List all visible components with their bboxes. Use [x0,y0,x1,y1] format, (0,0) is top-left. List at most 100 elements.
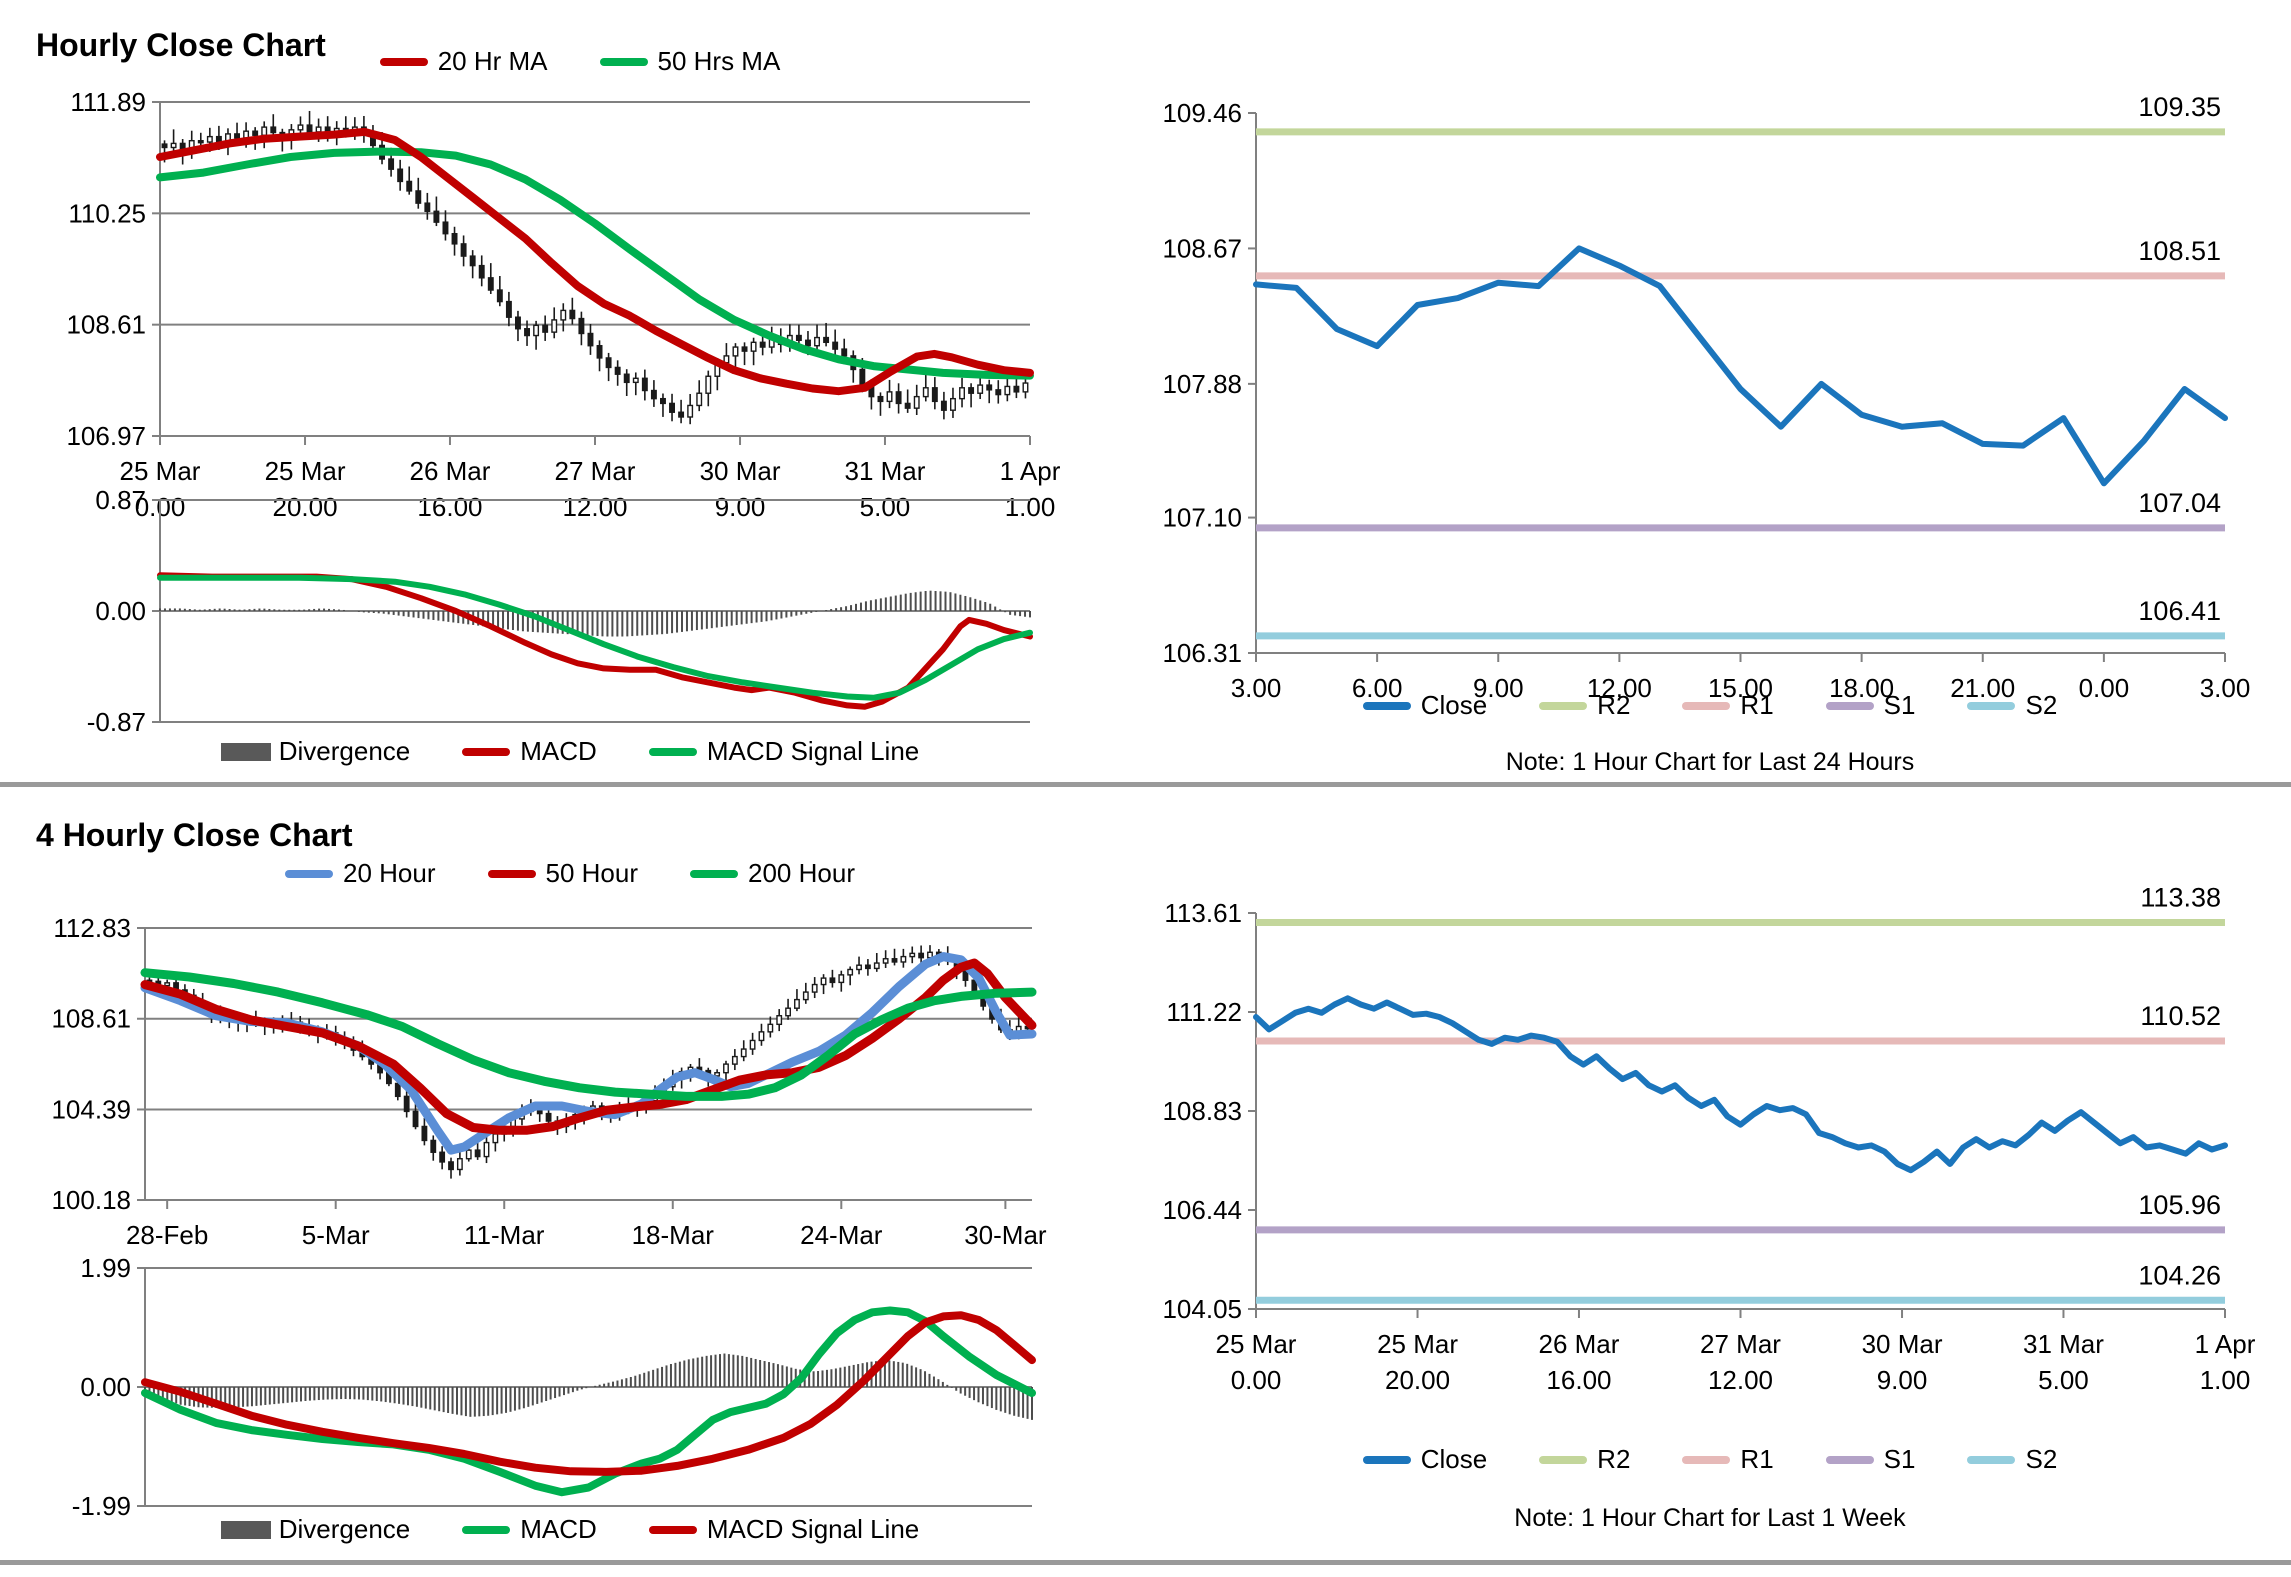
svg-text:31 Mar: 31 Mar [2023,1329,2104,1359]
svg-text:1 Apr: 1 Apr [1000,456,1061,486]
svg-text:16.00: 16.00 [417,492,482,522]
legend-label: Close [1420,1444,1488,1474]
legend-item-s1: S1 [1825,1444,1916,1475]
legend-swatch-icon [648,1525,697,1534]
legend-swatch-icon [1682,1455,1731,1464]
svg-text:30 Mar: 30 Mar [1862,1329,1943,1359]
svg-text:111.89: 111.89 [70,87,146,117]
legend-item-r1: R1 [1682,1444,1774,1475]
svg-text:6.00: 6.00 [1352,673,1403,703]
svg-text:1.00: 1.00 [2200,1365,2251,1395]
svg-text:20.00: 20.00 [1385,1365,1450,1395]
legend-item-close: Close [1362,1444,1488,1475]
legend-label: S1 [1883,690,1916,720]
svg-text:18.00: 18.00 [1829,673,1894,703]
svg-text:107.10: 107.10 [1162,503,1242,533]
fourhourly-pivot-note: Note: 1 Hour Chart for Last 1 Week [1514,1504,1906,1532]
svg-text:21.00: 21.00 [1950,673,2015,703]
svg-text:0.87: 0.87 [95,485,146,515]
svg-text:9.00: 9.00 [1473,673,1524,703]
svg-text:25 Mar: 25 Mar [265,456,346,486]
svg-text:3.00: 3.00 [2200,673,2251,703]
hourly-pivot-legend: Close R2 R1 S1 S2 [1330,690,2090,721]
svg-text:108.51: 108.51 [2138,236,2221,266]
svg-text:0.00: 0.00 [95,596,146,626]
svg-text:25 Mar: 25 Mar [1377,1329,1458,1359]
svg-text:110.52: 110.52 [2140,1001,2221,1031]
svg-text:26 Mar: 26 Mar [1539,1329,1620,1359]
fourhourly-macd-legend: Divergence MACD MACD Signal Line [90,1514,1050,1545]
svg-text:30-Mar: 30-Mar [964,1220,1047,1250]
svg-text:30 Mar: 30 Mar [700,456,781,486]
svg-text:107.04: 107.04 [2138,488,2221,518]
svg-text:100.18: 100.18 [51,1185,131,1215]
svg-text:108.83: 108.83 [1162,1096,1242,1126]
svg-text:106.97: 106.97 [66,421,146,451]
legend-swatch-icon [462,747,511,756]
svg-text:3.00: 3.00 [1231,673,1282,703]
legend-item-50-hrs-ma: 50 Hrs MA [599,46,780,77]
svg-text:104.26: 104.26 [2138,1260,2221,1290]
svg-text:1 Apr: 1 Apr [2195,1329,2256,1359]
legend-swatch-icon [220,1520,271,1539]
svg-text:16.00: 16.00 [1546,1365,1611,1395]
svg-text:18-Mar: 18-Mar [632,1220,715,1250]
legend-swatch-icon [1825,701,1874,710]
legend-swatch-icon [1825,1455,1874,1464]
svg-text:15.00: 15.00 [1708,673,1773,703]
svg-text:-0.87: -0.87 [87,707,146,737]
svg-text:106.31: 106.31 [1162,638,1242,668]
legend-label: R1 [1740,1444,1774,1474]
svg-text:0.00: 0.00 [2079,673,2130,703]
svg-text:5-Mar: 5-Mar [302,1220,370,1250]
legend-label: 20 Hr MA [437,46,548,76]
svg-text:31 Mar: 31 Mar [845,456,926,486]
legend-swatch-icon [1362,701,1411,710]
legend-swatch-icon [1539,701,1588,710]
legend-item-50-hour: 50 Hour [487,858,638,889]
legend-item-macd: MACD [462,1514,597,1545]
svg-text:104.39: 104.39 [51,1094,131,1124]
legend-swatch-icon [379,57,428,66]
svg-text:11-Mar: 11-Mar [464,1220,545,1250]
legend-label: R2 [1597,690,1631,720]
legend-swatch-icon [220,742,271,761]
fourhourly-pivot-legend: Close R2 R1 S1 S2 [1330,1444,2090,1475]
svg-text:1.99: 1.99 [80,1253,131,1283]
fourhourly-macd-chart: 1.99 0.00 -1.99 [72,1253,1036,1521]
svg-text:5.00: 5.00 [860,492,911,522]
svg-text:9.00: 9.00 [715,492,766,522]
legend-label: S1 [1883,1444,1916,1474]
svg-text:110.25: 110.25 [68,198,146,228]
svg-text:26 Mar: 26 Mar [410,456,491,486]
legend-label: MACD [520,1514,597,1544]
legend-item-divergence: Divergence [220,736,411,767]
svg-text:27 Mar: 27 Mar [1700,1329,1781,1359]
svg-text:112.83: 112.83 [53,913,131,943]
svg-text:107.88: 107.88 [1162,369,1242,399]
legend-label: R2 [1597,1444,1631,1474]
legend-item-20-hour: 20 Hour [285,858,436,889]
hourly-chart-title: Hourly Close Chart [36,27,326,64]
hourly-macd-legend: Divergence MACD MACD Signal Line [90,736,1050,767]
svg-text:-1.99: -1.99 [72,1491,131,1521]
legend-label: Close [1420,690,1488,720]
svg-text:25 Mar: 25 Mar [1216,1329,1297,1359]
legend-item-200-hour: 200 Hour [690,858,855,889]
legend-swatch-icon [1967,1455,2016,1464]
svg-text:9.00: 9.00 [1877,1365,1928,1395]
section-divider [0,782,2291,787]
svg-text:108.67: 108.67 [1162,233,1242,263]
svg-text:25 Mar: 25 Mar [120,456,201,486]
svg-text:111.22: 111.22 [1166,997,1242,1027]
svg-text:106.41: 106.41 [2138,596,2221,626]
legend-label: Divergence [278,736,411,766]
svg-text:109.46: 109.46 [1162,98,1242,128]
svg-text:105.96: 105.96 [2138,1190,2221,1220]
svg-text:1.00: 1.00 [1005,492,1056,522]
svg-text:0.00: 0.00 [80,1372,131,1402]
legend-swatch-icon [690,869,739,878]
legend-label: MACD Signal Line [706,1514,920,1544]
legend-label: 20 Hour [343,858,436,888]
